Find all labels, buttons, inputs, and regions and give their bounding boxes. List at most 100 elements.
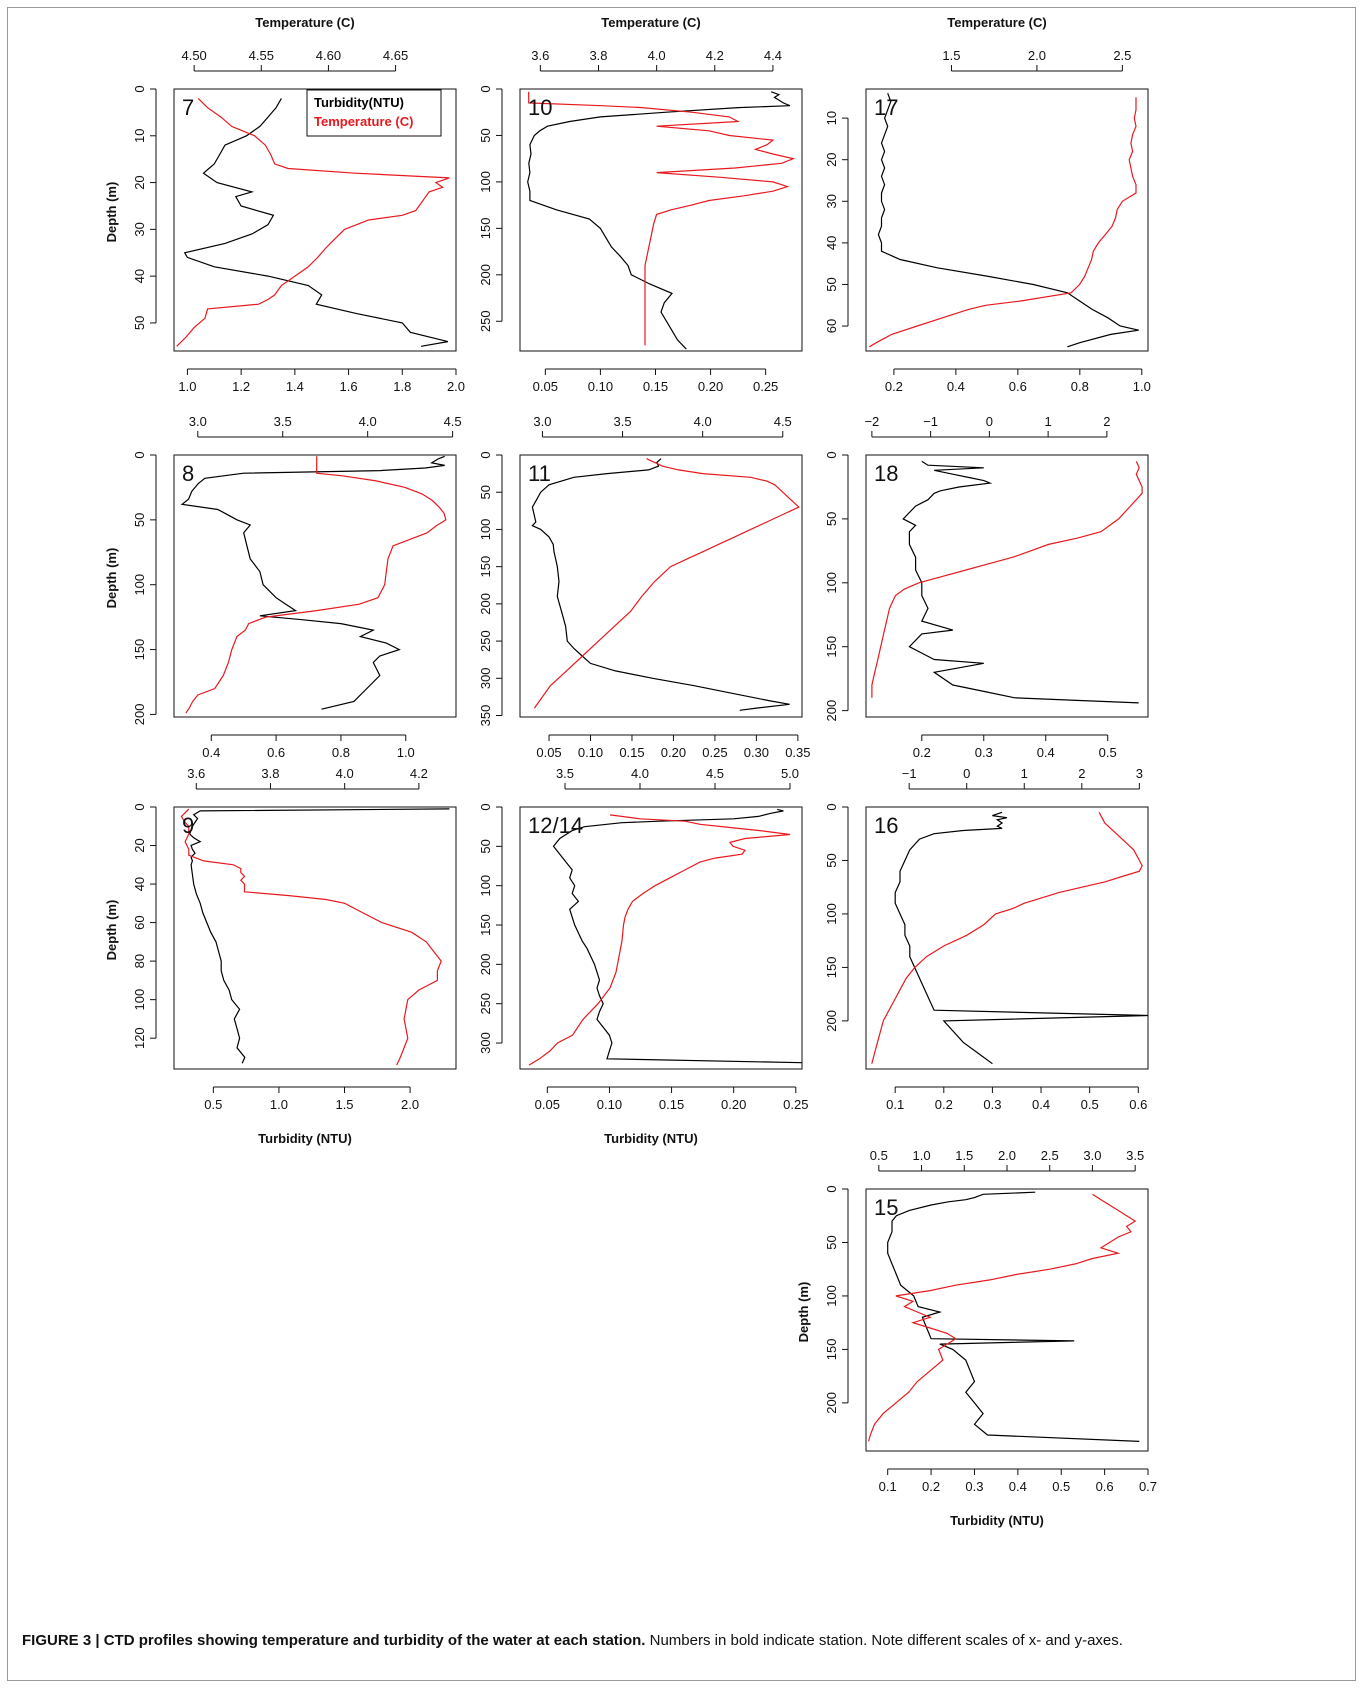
depth-axis-title: Depth (m) <box>104 548 119 609</box>
depth-tick-label: 50 <box>824 853 839 867</box>
temperature-tick-label: 4.5 <box>444 414 462 429</box>
turbidity-tick-label: 0.20 <box>721 1097 746 1112</box>
temperature-tick-label: 2 <box>1078 766 1085 781</box>
depth-tick-label: 60 <box>132 915 147 929</box>
turbidity-tick-label: 0.8 <box>1071 379 1089 394</box>
depth-tick-label: 10 <box>824 111 839 125</box>
temperature-tick-label: 4.5 <box>706 766 724 781</box>
depth-axis-title: Depth (m) <box>104 182 119 243</box>
depth-tick-label: 0 <box>132 85 147 92</box>
plot-box <box>519 88 803 352</box>
temperature-tick-label: 3.6 <box>187 766 205 781</box>
turbidity-tick-label: 0.05 <box>533 379 558 394</box>
depth-tick-label: 20 <box>824 152 839 166</box>
station-panel-18: 0.2 0.3 0.4 0.5 −2 −1 0 1 2 0 50 100 150 200 18 <box>824 414 1149 760</box>
caption-text: Numbers in bold indicate station. Note d… <box>645 1632 1123 1649</box>
depth-tick-label: 250 <box>478 993 493 1015</box>
temperature-tick-label: 4.0 <box>648 48 666 63</box>
depth-tick-label: 200 <box>478 593 493 615</box>
depth-tick-label: 40 <box>132 877 147 891</box>
temperature-tick-label: 1.5 <box>955 1148 973 1163</box>
turbidity-axis-title: Turbidity (NTU) <box>604 1131 698 1146</box>
depth-tick-label: 50 <box>478 839 493 853</box>
depth-tick-label: 150 <box>478 218 493 240</box>
depth-tick-label: 30 <box>132 222 147 236</box>
turbidity-tick-label: 1.4 <box>286 379 304 394</box>
station-panel-8: 0.4 0.6 0.8 1.0 3.0 3.5 4.0 4.5 0 50 100 150 200 8 Dep… <box>104 414 462 760</box>
turbidity-tick-label: 0.6 <box>1129 1097 1147 1112</box>
depth-tick-label: 100 <box>824 903 839 925</box>
temperature-tick-label: 1.0 <box>913 1148 931 1163</box>
depth-tick-label: 50 <box>132 316 147 330</box>
turbidity-line <box>180 455 445 710</box>
depth-tick-label: 150 <box>824 1339 839 1361</box>
legend: Turbidity(NTU) Temperature (C) <box>306 89 442 137</box>
plot-box <box>173 806 457 1070</box>
temperature-tick-label: 4.55 <box>249 48 274 63</box>
temperature-tick-label: 4.4 <box>764 48 782 63</box>
temperature-tick-label: 3.5 <box>614 414 632 429</box>
temperature-line <box>871 461 1143 698</box>
depth-tick-label: 250 <box>478 310 493 332</box>
turbidity-tick-label: 1.0 <box>397 745 415 760</box>
temperature-tick-label: 3.0 <box>533 414 551 429</box>
temperature-axis-title: Temperature (C) <box>601 15 700 30</box>
temperature-tick-label: 3.0 <box>1083 1148 1101 1163</box>
depth-tick-label: 0 <box>478 803 493 810</box>
depth-axis-title: Depth (m) <box>104 900 119 961</box>
depth-tick-label: 100 <box>824 572 839 594</box>
temperature-tick-label: 2.5 <box>1041 1148 1059 1163</box>
plot-box <box>865 1188 1149 1452</box>
turbidity-tick-label: 0.20 <box>661 745 686 760</box>
turbidity-tick-label: 0.3 <box>983 1097 1001 1112</box>
temperature-tick-label: 1.5 <box>942 48 960 63</box>
depth-tick-label: 40 <box>824 236 839 250</box>
temperature-tick-label: 4.0 <box>336 766 354 781</box>
turbidity-line <box>894 811 1148 1065</box>
turbidity-tick-label: 0.5 <box>1099 745 1117 760</box>
temperature-line <box>871 812 1143 1064</box>
depth-tick-label: 200 <box>478 954 493 976</box>
station-panel-10: 0.05 0.10 0.15 0.20 0.25 3.6 3.8 4.0 4.2 4.4 0 50 10… <box>478 15 803 394</box>
temperature-tick-label: 0 <box>986 414 993 429</box>
turbidity-tick-label: 0.1 <box>886 1097 904 1112</box>
temperature-line <box>868 1193 1137 1442</box>
turbidity-tick-label: 0.4 <box>1009 1479 1027 1494</box>
temperature-tick-label: 3.8 <box>589 48 607 63</box>
station-panel-7: 1.0 1.2 1.4 1.6 1.8 2.0 4.50 4.55 4.60 4.65 0 10 20 3… <box>104 15 465 394</box>
depth-axis-title: Depth (m) <box>796 1282 811 1343</box>
depth-tick-label: 0 <box>478 85 493 92</box>
depth-tick-label: 50 <box>824 277 839 291</box>
turbidity-tick-label: 0.15 <box>643 379 668 394</box>
temperature-tick-label: 4.65 <box>383 48 408 63</box>
turbidity-tick-label: 1.6 <box>340 379 358 394</box>
depth-tick-label: 80 <box>132 954 147 968</box>
depth-tick-label: 250 <box>478 630 493 652</box>
station-panel-15: 0.1 0.2 0.3 0.4 0.5 0.6 0.7 0.5 1.0 1.5 2.0 2.5 3.0 3… <box>796 1148 1157 1528</box>
temperature-tick-label: 3.5 <box>274 414 292 429</box>
turbidity-tick-label: 0.20 <box>698 379 723 394</box>
turbidity-tick-label: 0.15 <box>619 745 644 760</box>
temperature-tick-label: 0 <box>963 766 970 781</box>
depth-tick-label: 200 <box>824 1010 839 1032</box>
temperature-tick-label: 2.0 <box>998 1148 1016 1163</box>
temperature-line <box>528 814 791 1066</box>
temperature-tick-label: 1 <box>1045 414 1052 429</box>
turbidity-tick-label: 0.10 <box>578 745 603 760</box>
station-label: 15 <box>874 1195 898 1220</box>
depth-tick-label: 60 <box>824 319 839 333</box>
depth-tick-label: 0 <box>132 803 147 810</box>
depth-tick-label: 50 <box>478 128 493 142</box>
turbidity-tick-label: 0.5 <box>204 1097 222 1112</box>
depth-tick-label: 150 <box>824 957 839 979</box>
temperature-line <box>180 808 442 1066</box>
depth-tick-label: 100 <box>824 1285 839 1307</box>
station-label: 8 <box>182 461 194 486</box>
depth-tick-label: 20 <box>132 175 147 189</box>
turbidity-tick-label: 0.10 <box>597 1097 622 1112</box>
turbidity-tick-label: 0.35 <box>785 745 810 760</box>
depth-tick-label: 0 <box>824 451 839 458</box>
temperature-tick-label: 4.0 <box>694 414 712 429</box>
station-label: 18 <box>874 461 898 486</box>
